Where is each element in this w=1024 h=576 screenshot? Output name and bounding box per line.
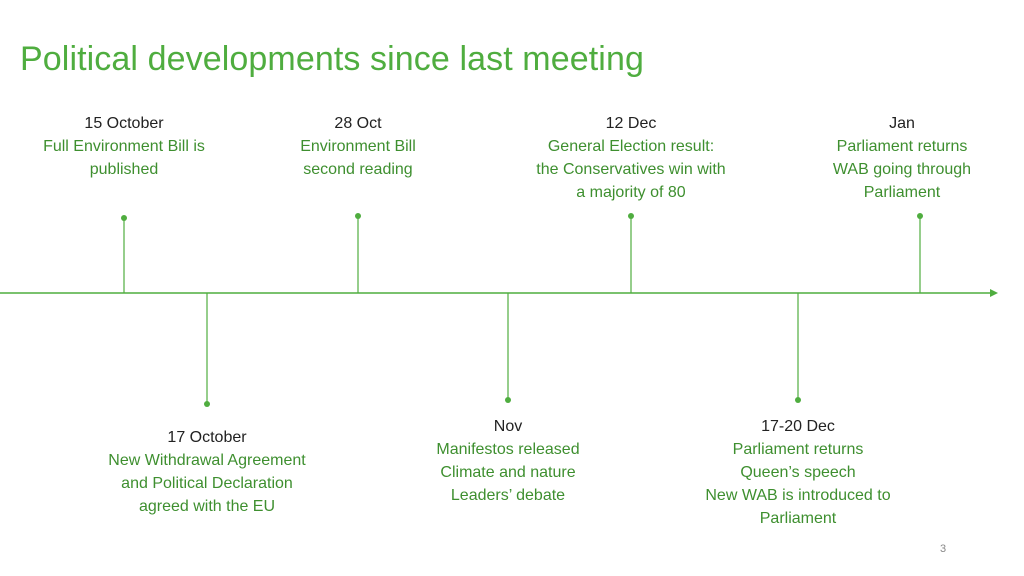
event-description-line: General Election result: (547, 138, 715, 155)
marker-dot-17-october (204, 401, 210, 407)
marker-dot-15-october (121, 215, 127, 221)
event-description-line: second reading (303, 161, 413, 178)
event-date: 12 Dec (605, 115, 657, 132)
page-number: 3 (939, 543, 947, 555)
event-jan: Jan Parliament returns WAB going through… (807, 112, 997, 204)
event-12-dec: 12 Dec General Election result: the Cons… (516, 112, 746, 204)
event-date: 15 October (84, 115, 164, 132)
event-description-line: New Withdrawal Agreement (108, 452, 306, 469)
event-nov: Nov Manifestos released Climate and natu… (408, 415, 608, 507)
event-description-line: the Conservatives win with (536, 161, 726, 178)
event-description-line: Leaders’ debate (450, 487, 566, 504)
event-15-october: 15 October Full Environment Bill is publ… (24, 112, 224, 181)
event-description-line: Climate and nature (440, 464, 576, 481)
event-28-oct: 28 Oct Environment Bill second reading (258, 112, 458, 181)
marker-dot-17-20-dec (795, 397, 801, 403)
event-description-line: Queen’s speech (740, 464, 856, 481)
marker-dot-jan (917, 213, 923, 219)
event-17-october: 17 October New Withdrawal Agreement and … (86, 426, 328, 518)
timeline-arrowhead (990, 289, 998, 297)
marker-dot-28-oct (355, 213, 361, 219)
event-description-line: Parliament (863, 184, 941, 201)
marker-dot-nov (505, 397, 511, 403)
event-description-line: New WAB is introduced to (705, 487, 891, 504)
event-description-line: Environment Bill (300, 138, 416, 155)
event-description-line: WAB going through (832, 161, 972, 178)
event-description-line: Parliament returns (836, 138, 968, 155)
event-description-line: and Political Declaration (121, 475, 293, 492)
event-date: 17-20 Dec (761, 418, 835, 435)
event-description-line: agreed with the EU (138, 498, 276, 515)
event-description-line: Full Environment Bill is (43, 138, 205, 155)
event-17-20-dec: 17-20 Dec Parliament returns Queen’s spe… (683, 415, 913, 530)
event-description-line: Parliament (759, 510, 837, 527)
marker-dot-12-dec (628, 213, 634, 219)
event-date: Jan (889, 115, 915, 132)
event-description-line: Manifestos released (436, 441, 580, 458)
slide-title: Political developments since last meetin… (20, 40, 644, 78)
event-description-line: published (89, 161, 159, 178)
event-date: Nov (493, 418, 523, 435)
event-date: 17 October (167, 429, 247, 446)
event-description-line: Parliament returns (732, 441, 864, 458)
event-description-line: a majority of 80 (576, 184, 686, 201)
event-date: 28 Oct (334, 115, 382, 132)
